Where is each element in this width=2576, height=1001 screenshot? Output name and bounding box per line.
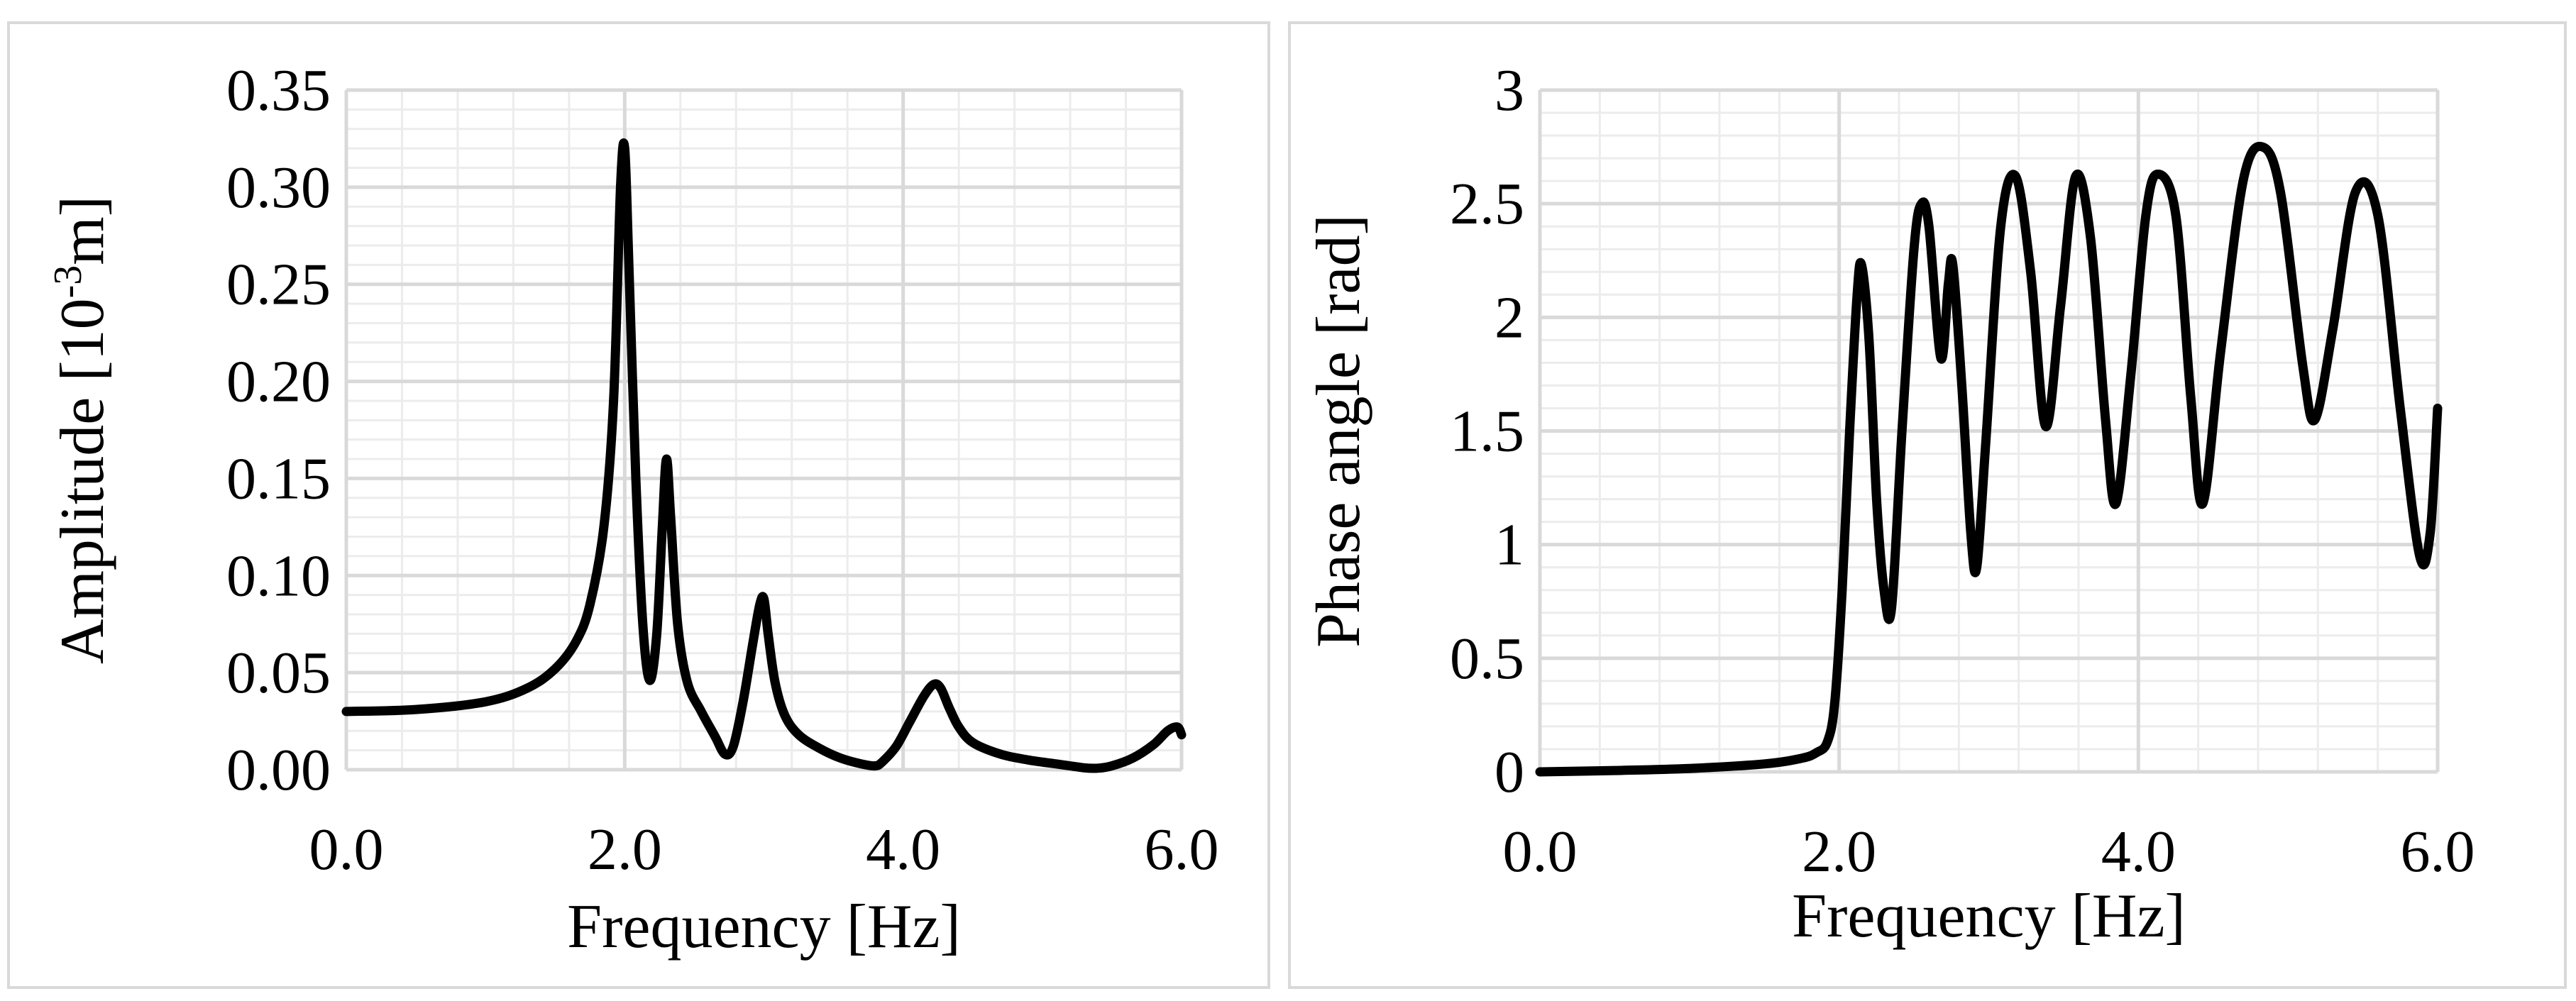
- x-tick-label: 6.0: [1145, 817, 1219, 883]
- x-axis-title: Frequency [Hz]: [1792, 882, 2186, 951]
- x-tick-label: 4.0: [866, 817, 940, 883]
- y-tick-label: 0.35: [226, 57, 331, 123]
- x-tick-label: 2.0: [588, 817, 662, 883]
- phase-chart: 0 0.5 1 1.5 2 2.5 3 0.0 2.0 4.0 6.0 Frequency [Hz] P…: [1288, 21, 2567, 989]
- x-tick-label: 4.0: [2101, 819, 2176, 885]
- x-tick-label: 2.0: [1802, 819, 1876, 885]
- amplitude-chart-panel: 0.00 0.05 0.10 0.15 0.20 0.25 0.30 0.35 0.0 2.0 4.…: [7, 21, 1270, 989]
- y-tick-label: 1.5: [1450, 399, 1524, 465]
- y-tick-label: 3: [1495, 57, 1524, 123]
- y-tick-label: 0.30: [226, 155, 331, 221]
- y-tick-label: 0.25: [226, 252, 331, 318]
- x-axis-title: Frequency [Hz]: [567, 892, 961, 961]
- y-tick-label: 2: [1495, 284, 1524, 350]
- y-tick-label: 0.15: [226, 446, 331, 511]
- y-tick-label: 2.5: [1450, 171, 1524, 237]
- y-tick-label: 0.5: [1450, 626, 1524, 692]
- chart-frame: [7, 21, 1270, 989]
- x-tick-label: 0.0: [309, 817, 384, 883]
- y-tick-label: 1: [1495, 512, 1524, 578]
- chart-frame: [1288, 21, 2567, 989]
- amplitude-chart: 0.00 0.05 0.10 0.15 0.20 0.25 0.30 0.35 0.0 2.0 4.…: [7, 21, 1270, 989]
- y-tick-label: 0.10: [226, 543, 331, 609]
- y-axis-title: Phase angle [rad]: [1304, 214, 1373, 648]
- grid: [344, 88, 1184, 772]
- data-line: [341, 138, 1187, 773]
- y-tick-label: 0.20: [226, 349, 331, 415]
- data-line: [1535, 141, 2443, 777]
- x-tick-label: 0.0: [1503, 819, 1578, 885]
- y-axis-title: Amplitude [10-3m]: [46, 196, 117, 664]
- phase-chart-panel: 0 0.5 1 1.5 2 2.5 3 0.0 2.0 4.0 6.0 Frequency [Hz] P…: [1288, 0, 2576, 1001]
- x-tick-label: 6.0: [2401, 819, 2475, 885]
- y-tick-label: 0: [1495, 739, 1524, 805]
- y-tick-label: 0.05: [226, 640, 331, 706]
- y-tick-label: 0.00: [226, 737, 331, 803]
